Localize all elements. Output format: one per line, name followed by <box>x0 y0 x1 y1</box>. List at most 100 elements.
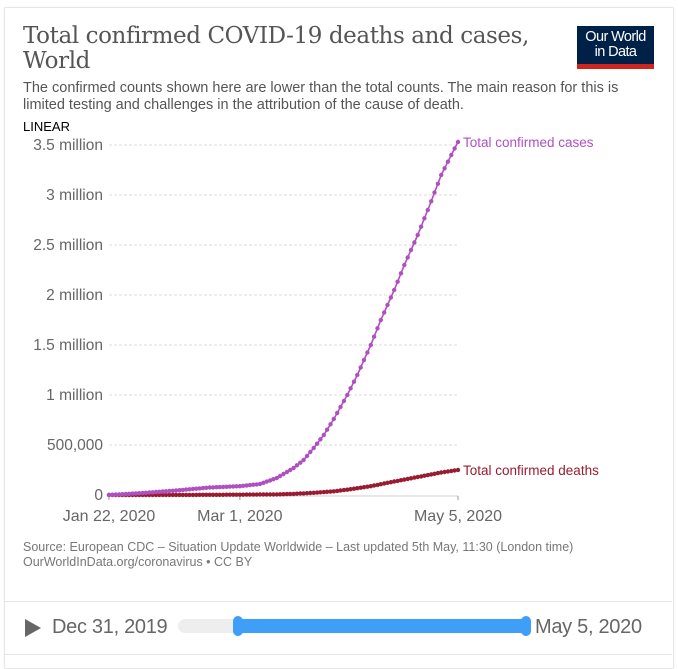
x-tick-label: May 5, 2020 <box>414 508 502 525</box>
data-point-cases <box>331 416 336 422</box>
play-icon[interactable] <box>25 619 41 637</box>
source-link[interactable]: OurWorldInData.org/coronavirus • CC BY <box>23 555 253 569</box>
data-point-cases <box>180 487 185 493</box>
timeline-end-handle[interactable] <box>521 616 531 636</box>
data-point-cases <box>402 262 407 268</box>
data-point-cases <box>321 432 326 438</box>
timeline-start-handle[interactable] <box>233 616 244 636</box>
series-labels: Total confirmed deaths Total confirmed ca… <box>463 135 599 478</box>
data-point-cases <box>210 485 216 490</box>
data-point-cases <box>190 486 196 492</box>
data-point-cases <box>274 475 279 481</box>
data-point-cases <box>392 287 397 293</box>
data-point-cases <box>284 469 290 475</box>
data-point-cases <box>217 484 222 490</box>
data-point-deaths <box>187 492 192 498</box>
data-point-cases <box>375 326 380 331</box>
data-point-cases <box>341 398 347 404</box>
data-point-cases <box>261 480 266 485</box>
data-point-cases <box>368 342 373 348</box>
data-point-cases <box>126 491 132 496</box>
data-point-cases <box>358 365 363 370</box>
data-point-cases <box>371 334 377 339</box>
data-point-cases <box>328 422 333 427</box>
owid-logo[interactable]: Our World in Data <box>577 26 654 69</box>
data-point-cases <box>110 492 115 497</box>
data-point-deaths <box>328 489 333 494</box>
data-point-deaths <box>375 482 380 488</box>
timeline-start-label: Dec 31, 2019 <box>52 616 168 638</box>
data-point-cases <box>197 486 202 491</box>
data-point-cases <box>177 488 182 493</box>
data-point-deaths <box>355 486 360 491</box>
data-point-deaths <box>314 490 320 495</box>
data-point-cases <box>231 484 236 489</box>
data-point-cases <box>241 483 246 488</box>
data-point-cases <box>244 483 249 488</box>
data-point-cases <box>445 159 451 164</box>
data-point-cases <box>214 485 219 490</box>
timeline-track[interactable] <box>178 616 531 636</box>
data-point-cases <box>157 489 162 494</box>
data-point-cases <box>455 139 461 145</box>
data-point-cases <box>247 482 253 488</box>
data-point-deaths <box>210 492 216 497</box>
data-point-cases <box>432 190 437 195</box>
x-axis: Jan 22, 2020 Mar 1, 2020 May 5, 2020 <box>63 495 502 525</box>
data-point-deaths <box>439 470 444 475</box>
data-point-deaths <box>227 492 232 497</box>
data-point-deaths <box>163 492 169 498</box>
data-point-deaths <box>338 488 343 493</box>
data-point-cases <box>335 410 340 416</box>
data-point-cases <box>254 482 259 487</box>
data-point-cases <box>187 487 192 492</box>
data-point-deaths <box>197 492 202 497</box>
data-point-deaths <box>207 492 212 497</box>
data-point-cases <box>308 449 313 455</box>
data-point-cases <box>237 484 243 489</box>
data-point-cases <box>150 490 155 495</box>
data-point-deaths <box>194 492 199 498</box>
data-point-cases <box>147 490 152 495</box>
data-point-deaths <box>274 492 279 497</box>
data-point-cases <box>133 491 138 496</box>
data-point-cases <box>314 441 320 446</box>
data-point-cases <box>415 232 420 238</box>
data-point-cases <box>382 310 387 315</box>
data-point-cases <box>324 427 330 432</box>
source-note: Source: European CDC – Situation Update … <box>23 540 574 554</box>
data-point-deaths <box>264 492 269 497</box>
data-point-deaths <box>408 476 414 481</box>
data-point-cases <box>163 489 169 494</box>
data-point-deaths <box>160 492 165 498</box>
data-point-cases <box>288 467 293 473</box>
data-point-cases <box>378 317 383 323</box>
data-point-deaths <box>257 492 263 497</box>
data-point-deaths <box>429 472 434 477</box>
data-point-deaths <box>348 487 353 492</box>
data-point-deaths <box>418 474 424 479</box>
data-point-cases <box>439 172 444 178</box>
x-tick-label: Mar 1, 2020 <box>197 508 282 525</box>
data-point-cases <box>160 489 165 494</box>
data-point-cases <box>318 437 323 442</box>
data-point-deaths <box>318 490 323 495</box>
data-point-cases <box>365 350 370 355</box>
data-point-cases <box>234 484 239 489</box>
y-tick-label: 2.5 million <box>33 237 103 254</box>
data-point-deaths <box>157 492 162 498</box>
scale-toggle-button[interactable]: LINEAR <box>23 119 70 134</box>
data-point-deaths <box>402 477 407 482</box>
data-point-deaths <box>177 492 182 498</box>
data-point-cases <box>294 463 300 468</box>
data-point-cases <box>311 445 316 451</box>
data-point-cases <box>385 302 390 308</box>
data-point-cases <box>425 207 430 213</box>
data-point-deaths <box>452 468 457 473</box>
data-point-deaths <box>361 485 367 490</box>
data-point-deaths <box>415 474 420 480</box>
data-point-cases <box>257 481 263 487</box>
data-point-deaths <box>392 479 397 484</box>
data-point-deaths <box>288 491 293 497</box>
data-point-deaths <box>281 492 286 497</box>
